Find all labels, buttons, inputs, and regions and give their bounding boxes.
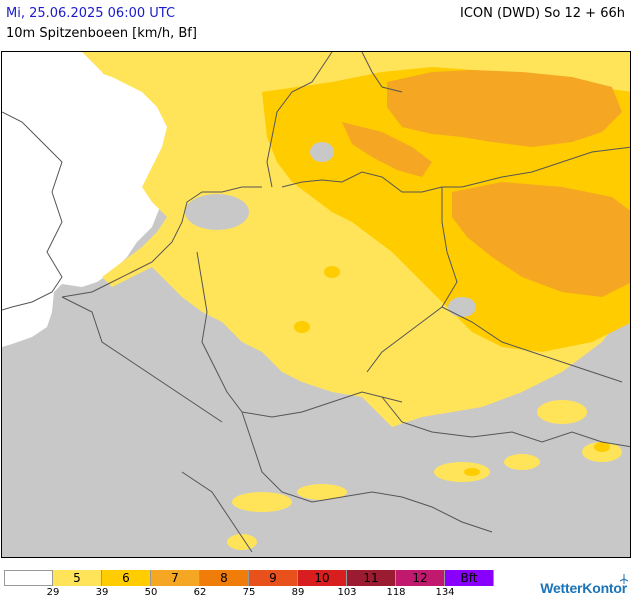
- legend-bin-5: 5: [53, 570, 102, 586]
- legend-bin-6: 6: [102, 570, 151, 586]
- calm-zone-netherlands: [185, 194, 249, 230]
- brand-logo: WetterKontor: [540, 580, 627, 596]
- legend-bin-10: 10: [298, 570, 347, 586]
- calm-zone-2: [448, 297, 476, 317]
- sea-light-band: [2, 52, 122, 212]
- scattered-gusts-bf6: [294, 266, 610, 476]
- calm-zone-1: [310, 142, 334, 162]
- legend-tick: 134: [435, 587, 455, 598]
- legend-bin-8: 8: [200, 570, 249, 586]
- legend-tick: 89: [291, 587, 305, 598]
- legend-bin-11: 11: [347, 570, 396, 586]
- legend-bin-7: 7: [151, 570, 200, 586]
- legend-tick: 39: [95, 587, 109, 598]
- forecast-map: [1, 51, 631, 558]
- header-parameter: 10m Spitzenboeen [km/h, Bf]: [6, 26, 197, 41]
- legend-bin-Bft: Bft: [445, 570, 494, 586]
- legend-ticks: 29 39 50 62 75 89 103 118 134: [4, 587, 504, 600]
- legend-tick: 50: [144, 587, 158, 598]
- wind-field-bf7-east: [452, 182, 630, 297]
- legend-bin-12: 12: [396, 570, 445, 586]
- forecast-map-svg: [2, 52, 630, 557]
- header-datetime: Mi, 25.06.2025 06:00 UTC: [6, 6, 176, 21]
- legend-bin-9: 9: [249, 570, 298, 586]
- header-model-run: ICON (DWD) So 12 + 66h: [460, 6, 625, 21]
- legend-tick: 118: [386, 587, 406, 598]
- country-borders: [2, 52, 630, 553]
- legend-tick: 103: [337, 587, 357, 598]
- wind-field-bf7-coast: [342, 122, 432, 177]
- legend-tick: 75: [242, 587, 256, 598]
- legend-tick: 62: [193, 587, 207, 598]
- wind-field-bf7-baltic: [387, 70, 622, 147]
- legend-bin-calm: [4, 570, 53, 586]
- wind-turbine-icon: [619, 574, 629, 584]
- legend-tick: 29: [46, 587, 60, 598]
